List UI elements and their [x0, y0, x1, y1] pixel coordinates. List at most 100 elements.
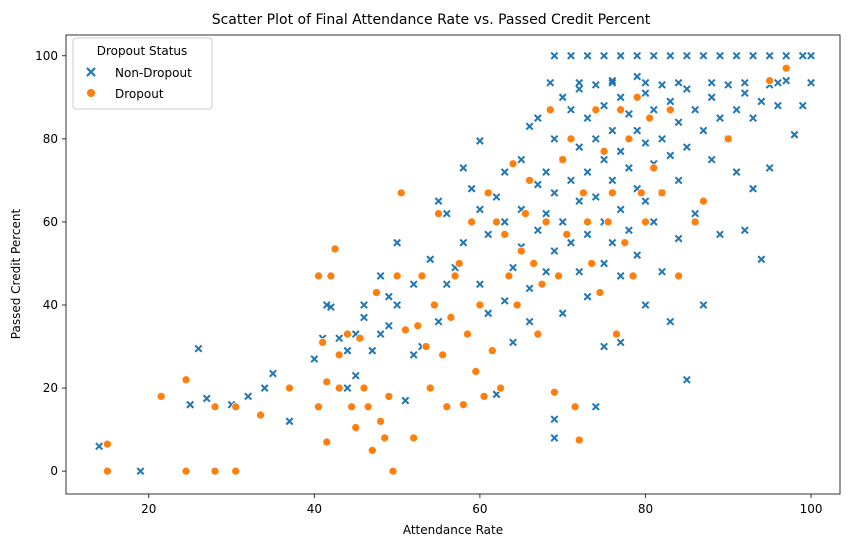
data-marks [96, 53, 814, 476]
y-tick-label: 20 [43, 381, 58, 395]
data-point-dropout [546, 106, 554, 114]
data-point-dropout [393, 272, 401, 280]
data-point-non-dropout [617, 148, 623, 154]
y-axis-label: Passed Credit Percent [9, 209, 23, 340]
data-point-non-dropout [543, 210, 549, 216]
data-point-dropout [625, 135, 633, 143]
data-point-dropout [381, 434, 389, 442]
data-point-dropout [426, 384, 434, 392]
data-point-non-dropout [559, 219, 565, 225]
data-point-non-dropout [675, 80, 681, 86]
data-point-non-dropout [336, 335, 342, 341]
data-point-non-dropout [667, 152, 673, 158]
data-point-non-dropout [584, 293, 590, 299]
data-point-non-dropout [808, 53, 814, 59]
data-point-dropout [501, 230, 509, 238]
data-point-dropout [596, 289, 604, 297]
data-point-non-dropout [684, 144, 690, 150]
data-point-dropout [319, 338, 327, 346]
x-axis-label: Attendance Rate [403, 523, 503, 537]
data-point-non-dropout [394, 239, 400, 245]
data-point-dropout [538, 280, 546, 288]
data-point-non-dropout [733, 107, 739, 113]
data-point-non-dropout [708, 156, 714, 162]
data-point-non-dropout [584, 115, 590, 121]
data-point-non-dropout [692, 210, 698, 216]
data-point-dropout [497, 384, 505, 392]
data-point-non-dropout [659, 269, 665, 275]
data-point-non-dropout [477, 281, 483, 287]
data-point-dropout [103, 440, 111, 448]
data-point-non-dropout [675, 177, 681, 183]
data-point-non-dropout [195, 345, 201, 351]
data-point-dropout [559, 156, 567, 164]
data-point-non-dropout [601, 343, 607, 349]
data-point-non-dropout [460, 239, 466, 245]
data-point-dropout [521, 210, 529, 218]
data-point-non-dropout [435, 198, 441, 204]
data-point-dropout [323, 438, 331, 446]
data-point-non-dropout [766, 165, 772, 171]
data-point-non-dropout [766, 53, 772, 59]
data-point-non-dropout [717, 115, 723, 121]
data-point-dropout [579, 189, 587, 197]
data-point-non-dropout [667, 318, 673, 324]
data-point-non-dropout [593, 404, 599, 410]
data-point-dropout [430, 301, 438, 309]
data-point-non-dropout [717, 231, 723, 237]
data-point-non-dropout [493, 391, 499, 397]
data-point-non-dropout [568, 177, 574, 183]
data-point-non-dropout [510, 339, 516, 345]
data-point-non-dropout [410, 352, 416, 358]
data-point-non-dropout [642, 302, 648, 308]
data-point-dropout [401, 326, 409, 334]
data-point-non-dropout [634, 73, 640, 79]
data-point-non-dropout [361, 302, 367, 308]
data-point-dropout [600, 147, 608, 155]
data-point-dropout [335, 351, 343, 359]
data-point-dropout [377, 417, 385, 425]
data-point-dropout [691, 218, 699, 226]
data-point-non-dropout [568, 53, 574, 59]
data-point-non-dropout [642, 90, 648, 96]
data-point-dropout [211, 467, 219, 475]
data-point-non-dropout [800, 102, 806, 108]
data-point-dropout [484, 189, 492, 197]
data-point-dropout [782, 64, 790, 72]
data-point-non-dropout [543, 269, 549, 275]
data-point-dropout [389, 467, 397, 475]
data-point-dropout [327, 272, 335, 280]
data-point-dropout [646, 114, 654, 122]
data-point-non-dropout [551, 190, 557, 196]
data-point-non-dropout [311, 356, 317, 362]
data-point-non-dropout [651, 219, 657, 225]
data-point-non-dropout [634, 127, 640, 133]
data-point-non-dropout [187, 401, 193, 407]
y-tick-label: 100 [35, 49, 58, 63]
data-point-non-dropout [402, 397, 408, 403]
data-point-dropout [157, 392, 165, 400]
data-point-non-dropout [559, 94, 565, 100]
data-point-dropout [766, 77, 774, 85]
data-point-non-dropout [717, 53, 723, 59]
chart-title: Scatter Plot of Final Attendance Rate vs… [212, 12, 651, 28]
data-point-non-dropout [659, 82, 665, 88]
data-point-non-dropout [551, 136, 557, 142]
data-point-non-dropout [651, 53, 657, 59]
data-point-dropout [675, 272, 683, 280]
data-point-dropout [103, 467, 111, 475]
data-point-non-dropout [547, 80, 553, 86]
data-point-dropout [397, 189, 405, 197]
data-point-dropout [422, 343, 430, 351]
data-point-dropout [550, 388, 558, 396]
data-point-non-dropout [551, 435, 557, 441]
data-point-non-dropout [651, 107, 657, 113]
data-point-dropout [633, 93, 641, 101]
data-point-non-dropout [386, 293, 392, 299]
data-point-dropout [439, 351, 447, 359]
data-point-non-dropout [526, 318, 532, 324]
data-point-non-dropout [659, 136, 665, 142]
data-point-non-dropout [634, 53, 640, 59]
data-point-dropout [435, 210, 443, 218]
legend-entry-dropout: Dropout [115, 87, 164, 101]
